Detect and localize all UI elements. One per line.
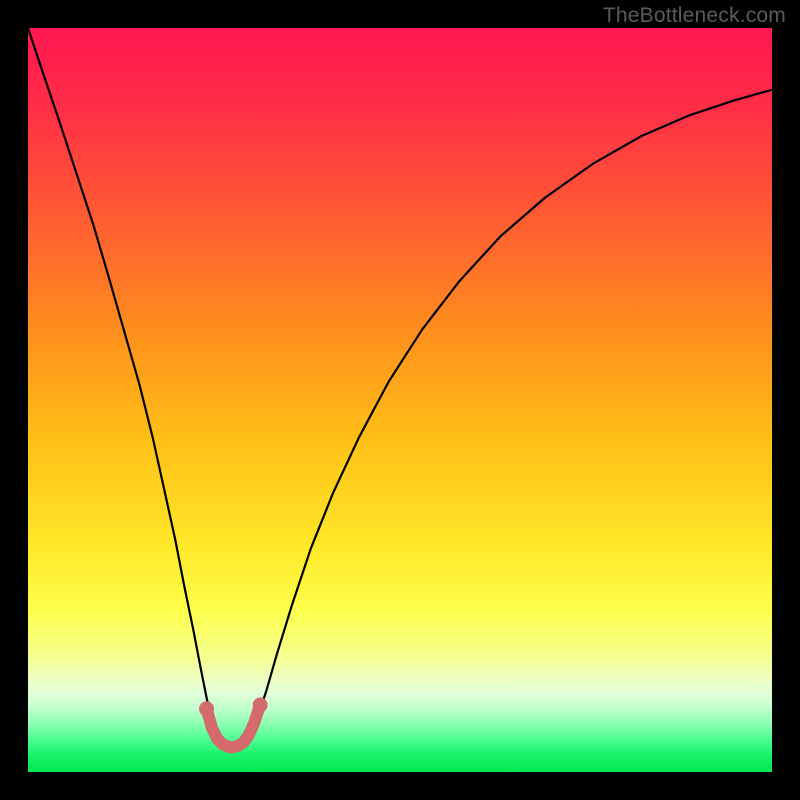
plot-area <box>28 28 772 772</box>
marker-dot <box>253 698 268 713</box>
plot-svg <box>28 28 772 772</box>
marker-dot <box>199 701 214 716</box>
gradient-background <box>28 28 772 772</box>
stage: TheBottleneck.com <box>0 0 800 800</box>
watermark-text: TheBottleneck.com <box>603 4 786 28</box>
